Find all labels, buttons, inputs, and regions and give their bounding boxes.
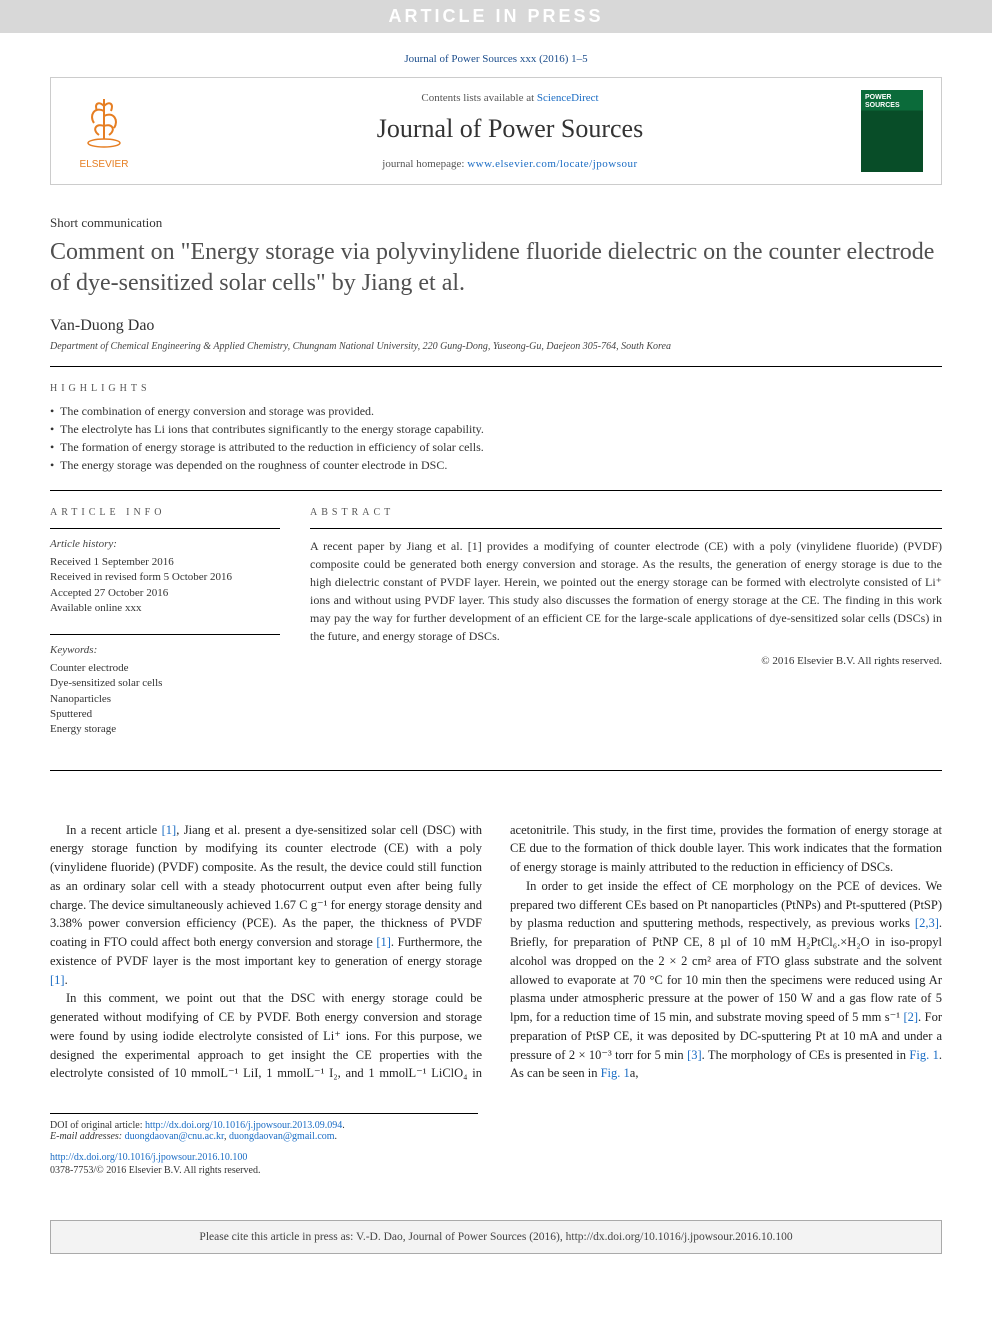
footnotes: DOI of original article: http://dx.doi.o… xyxy=(50,1113,478,1176)
press-banner: ARTICLE IN PRESS xyxy=(0,0,992,33)
highlight-item: The energy storage was depended on the r… xyxy=(50,458,942,473)
body-paragraph: In a recent article [1], Jiang et al. pr… xyxy=(50,821,482,990)
doi-original: DOI of original article: http://dx.doi.o… xyxy=(50,1120,478,1131)
article-type: Short communication xyxy=(50,215,942,231)
body-paragraph: In order to get inside the effect of CE … xyxy=(510,877,942,1083)
keyword: Nanoparticles xyxy=(50,692,280,707)
citation-link[interactable]: [2] xyxy=(903,1010,918,1024)
history-revised: Received in revised form 5 October 2016 xyxy=(50,570,280,585)
email-addresses: E-mail addresses: duongdaovan@cnu.ac.kr,… xyxy=(50,1131,478,1142)
email-link[interactable]: duongdaovan@cnu.ac.kr xyxy=(125,1131,224,1142)
figure-link[interactable]: Fig. 1 xyxy=(601,1066,630,1080)
citation-link[interactable]: [1] xyxy=(162,823,177,837)
highlight-item: The electrolyte has Li ions that contrib… xyxy=(50,422,942,437)
author-affiliation: Department of Chemical Engineering & App… xyxy=(50,341,942,367)
history-heading: Article history: xyxy=(50,537,280,552)
highlights-heading: HIGHLIGHTS xyxy=(50,383,942,394)
citation-link[interactable]: [2,3] xyxy=(915,916,939,930)
sciencedirect-link[interactable]: ScienceDirect xyxy=(537,92,599,104)
author-name: Van-Duong Dao xyxy=(50,317,942,335)
citation-link[interactable]: [1] xyxy=(376,935,391,949)
highlights-list: The combination of energy conversion and… xyxy=(50,404,942,491)
keyword: Counter electrode xyxy=(50,661,280,676)
journal-title: Journal of Power Sources xyxy=(159,114,861,144)
keyword: Energy storage xyxy=(50,722,280,737)
highlight-item: The formation of energy storage is attri… xyxy=(50,440,942,455)
keyword: Dye-sensitized solar cells xyxy=(50,676,280,691)
article-title: Comment on "Energy storage via polyvinyl… xyxy=(50,237,942,299)
issn-copyright: 0378-7753/© 2016 Elsevier B.V. All right… xyxy=(50,1165,478,1176)
journal-header: ELSEVIER Contents lists available at Sci… xyxy=(50,77,942,185)
abstract-text: A recent paper by Jiang et al. [1] provi… xyxy=(310,537,942,645)
doi-original-link[interactable]: http://dx.doi.org/10.1016/j.jpowsour.201… xyxy=(145,1120,342,1131)
doi-link[interactable]: http://dx.doi.org/10.1016/j.jpowsour.201… xyxy=(50,1152,247,1163)
history-accepted: Accepted 27 October 2016 xyxy=(50,586,280,601)
citation-link[interactable]: [1] xyxy=(50,973,65,987)
highlight-item: The combination of energy conversion and… xyxy=(50,404,942,419)
journal-homepage: journal homepage: www.elsevier.com/locat… xyxy=(159,158,861,170)
citation-link[interactable]: [3] xyxy=(687,1048,702,1062)
journal-reference: Journal of Power Sources xxx (2016) 1–5 xyxy=(50,53,942,65)
contents-available: Contents lists available at ScienceDirec… xyxy=(159,92,861,104)
publisher-name: ELSEVIER xyxy=(80,159,129,170)
abstract-copyright: © 2016 Elsevier B.V. All rights reserved… xyxy=(310,655,942,667)
abstract-heading: ABSTRACT xyxy=(310,507,942,518)
article-body: In a recent article [1], Jiang et al. pr… xyxy=(50,821,942,1084)
article-info-heading: ARTICLE INFO xyxy=(50,507,280,518)
elsevier-logo: ELSEVIER xyxy=(69,91,139,171)
history-online: Available online xxx xyxy=(50,601,280,616)
homepage-link[interactable]: www.elsevier.com/locate/jpowsour xyxy=(467,158,637,170)
figure-link[interactable]: Fig. 1 xyxy=(909,1048,938,1062)
keyword: Sputtered xyxy=(50,707,280,722)
email-link[interactable]: duongdaovan@gmail.com xyxy=(229,1131,335,1142)
citation-notice: Please cite this article in press as: V.… xyxy=(50,1220,942,1254)
keywords-heading: Keywords: xyxy=(50,643,280,658)
journal-cover-thumbnail xyxy=(861,90,923,172)
history-received: Received 1 September 2016 xyxy=(50,555,280,570)
